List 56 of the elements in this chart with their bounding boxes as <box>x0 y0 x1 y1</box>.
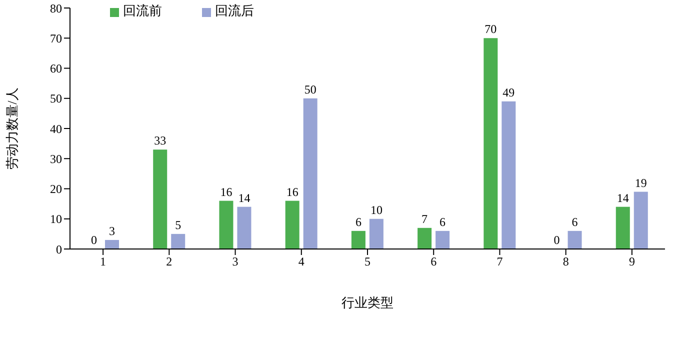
data-label: 5 <box>175 218 182 232</box>
y-tick-label: 50 <box>50 92 62 106</box>
x-tick-label: 4 <box>298 254 304 269</box>
x-tick-label: 5 <box>364 254 370 269</box>
data-label: 50 <box>304 82 316 96</box>
bar <box>105 240 119 249</box>
bar <box>634 192 648 249</box>
data-label: 14 <box>616 190 629 205</box>
bar <box>568 230 582 249</box>
data-label: 0 <box>554 233 560 247</box>
bar <box>285 200 300 249</box>
x-tick-label: 3 <box>232 254 238 269</box>
y-tick-label: 20 <box>50 182 62 196</box>
y-axis-title: 劳动力数量/人 <box>4 88 20 170</box>
y-tick-label: 60 <box>50 62 62 76</box>
bar <box>153 150 168 249</box>
data-label: 33 <box>154 134 166 148</box>
bar <box>418 228 432 249</box>
data-label: 14 <box>238 190 250 205</box>
bar <box>502 101 516 249</box>
x-tick-label: 9 <box>628 254 635 269</box>
y-tick-label: 80 <box>50 1 62 16</box>
x-tick-label: 6 <box>430 254 437 269</box>
data-label: 10 <box>370 202 382 217</box>
data-label: 19 <box>634 176 647 190</box>
data-label: 6 <box>440 214 446 229</box>
data-label: 6 <box>572 214 578 229</box>
data-label: 7 <box>422 212 428 226</box>
bar <box>616 206 630 249</box>
x-tick-label: 2 <box>166 254 172 269</box>
y-tick-label: 0 <box>56 242 62 256</box>
bar <box>219 200 234 249</box>
x-tick-label: 1 <box>100 254 106 269</box>
data-label: 16 <box>220 184 232 199</box>
y-tick-label: 70 <box>50 31 62 46</box>
y-tick-label: 40 <box>50 122 62 136</box>
bar <box>369 218 384 249</box>
data-label: 49 <box>502 85 515 100</box>
bar <box>436 230 450 249</box>
data-label: 0 <box>91 233 97 247</box>
data-label: 70 <box>484 22 497 36</box>
y-tick-label: 10 <box>50 212 62 226</box>
bar <box>171 234 186 249</box>
x-tick-label: 7 <box>496 254 503 269</box>
data-label: 3 <box>109 224 115 238</box>
data-label: 6 <box>355 214 362 229</box>
data-label: 16 <box>286 184 298 199</box>
x-tick-label: 8 <box>562 254 569 269</box>
y-tick-label: 30 <box>50 152 62 166</box>
bar <box>237 206 252 249</box>
bar <box>484 38 498 249</box>
bar <box>351 230 366 249</box>
legend-label: 回流前 <box>123 3 162 18</box>
x-axis-title: 行业类型 <box>342 295 394 310</box>
bar <box>303 98 318 249</box>
legend-label: 回流后 <box>215 3 254 18</box>
